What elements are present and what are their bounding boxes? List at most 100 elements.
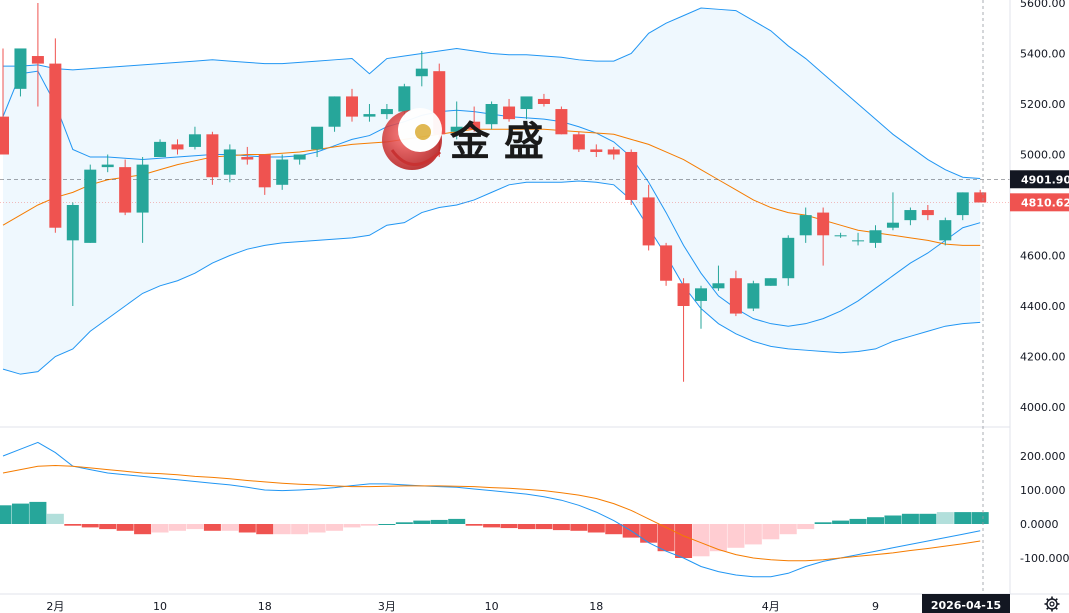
candle-body bbox=[66, 205, 79, 241]
candle[interactable] bbox=[607, 146, 620, 160]
candle[interactable] bbox=[537, 93, 550, 107]
macd-histogram-bar bbox=[971, 512, 989, 524]
candle[interactable] bbox=[346, 88, 358, 122]
candle[interactable] bbox=[119, 159, 132, 216]
macd-histogram-bar bbox=[587, 524, 605, 533]
candle-body bbox=[572, 134, 585, 150]
candle[interactable] bbox=[241, 146, 254, 165]
candle[interactable] bbox=[415, 50, 428, 87]
macd-histogram-bar bbox=[448, 518, 466, 524]
candle-body bbox=[328, 96, 341, 127]
candle-body bbox=[171, 144, 184, 150]
candle[interactable] bbox=[171, 139, 184, 155]
candle[interactable] bbox=[974, 189, 987, 203]
macd-histogram-bar bbox=[238, 524, 256, 533]
candle[interactable] bbox=[869, 225, 882, 248]
macd-histogram-bar bbox=[901, 513, 919, 524]
candle-body bbox=[241, 157, 254, 160]
price-tick-label: 4400.00 bbox=[1020, 300, 1066, 313]
candle[interactable] bbox=[136, 157, 149, 243]
candle[interactable] bbox=[799, 207, 812, 243]
candle[interactable] bbox=[852, 232, 865, 246]
candle[interactable] bbox=[14, 48, 27, 97]
macd-histogram-bar bbox=[779, 524, 797, 535]
candle[interactable] bbox=[311, 126, 324, 158]
candle[interactable] bbox=[223, 144, 236, 183]
candle[interactable] bbox=[154, 139, 167, 158]
candle[interactable] bbox=[625, 149, 638, 205]
macd-histogram-bar bbox=[151, 524, 169, 533]
candle-body bbox=[49, 63, 62, 228]
candle[interactable] bbox=[747, 280, 760, 312]
price-tick-label: 4200.00 bbox=[1020, 351, 1066, 364]
candle[interactable] bbox=[886, 192, 899, 231]
price-tick-label: 5200.00 bbox=[1020, 98, 1066, 111]
price-badge-label: 4901.90 bbox=[1021, 173, 1069, 186]
candle[interactable] bbox=[84, 164, 97, 243]
macd-tick-label: 0.0000 bbox=[1020, 518, 1059, 531]
candle[interactable] bbox=[555, 106, 568, 135]
price-tick-label: 5000.00 bbox=[1020, 149, 1066, 162]
candle[interactable] bbox=[258, 154, 271, 195]
candle[interactable] bbox=[328, 96, 341, 132]
candle[interactable] bbox=[677, 278, 690, 382]
candle[interactable] bbox=[817, 207, 830, 266]
candle-body bbox=[729, 278, 742, 314]
macd-histogram-bar bbox=[936, 512, 954, 524]
candle[interactable] bbox=[293, 154, 306, 165]
price-badge-label: 4810.62 bbox=[1021, 196, 1069, 209]
macd-line bbox=[2, 441, 981, 578]
macd-histogram-bar bbox=[500, 524, 518, 529]
candle-body bbox=[869, 230, 882, 243]
candle-body bbox=[468, 121, 481, 130]
candle[interactable] bbox=[834, 232, 847, 238]
candle[interactable] bbox=[520, 96, 533, 120]
candle[interactable] bbox=[660, 242, 673, 286]
price-tick-label: 5600.00 bbox=[1020, 0, 1066, 10]
candle[interactable] bbox=[572, 131, 585, 152]
candle[interactable] bbox=[66, 202, 79, 306]
candle[interactable] bbox=[101, 154, 114, 173]
macd-histogram-bar bbox=[483, 524, 501, 528]
macd-histogram-bar bbox=[884, 515, 902, 524]
candle[interactable] bbox=[206, 131, 219, 185]
gear-icon[interactable] bbox=[1044, 596, 1060, 612]
candle[interactable] bbox=[695, 285, 707, 329]
candle[interactable] bbox=[188, 126, 201, 150]
candle[interactable] bbox=[590, 144, 603, 158]
candle[interactable] bbox=[956, 192, 969, 221]
candle[interactable] bbox=[49, 38, 62, 233]
candle[interactable] bbox=[939, 217, 952, 246]
candle[interactable] bbox=[363, 104, 376, 122]
candle[interactable] bbox=[782, 235, 795, 286]
candle[interactable] bbox=[450, 101, 463, 140]
candle[interactable] bbox=[503, 98, 516, 122]
macd-pane[interactable] bbox=[0, 441, 989, 578]
candle[interactable] bbox=[921, 205, 934, 221]
candle-body bbox=[712, 283, 725, 289]
candle[interactable] bbox=[729, 270, 742, 317]
candle[interactable] bbox=[468, 106, 481, 132]
candle[interactable] bbox=[276, 154, 289, 190]
macd-histogram-bar bbox=[692, 524, 710, 557]
macd-histogram-bar bbox=[849, 518, 867, 524]
date-badge-label: 2026-04-15 bbox=[931, 599, 1001, 612]
macd-histogram-bar bbox=[360, 524, 378, 526]
candle[interactable] bbox=[31, 3, 44, 107]
last-price-badge bbox=[1010, 193, 1069, 212]
candle[interactable] bbox=[642, 184, 655, 251]
candle-body bbox=[921, 210, 934, 216]
candle[interactable] bbox=[764, 278, 777, 286]
candle-body bbox=[904, 210, 917, 221]
candle[interactable] bbox=[380, 104, 393, 120]
candle[interactable] bbox=[0, 48, 9, 155]
candle[interactable] bbox=[485, 101, 498, 130]
candle[interactable] bbox=[712, 265, 725, 291]
candle-body bbox=[119, 167, 132, 213]
macd-histogram-bar bbox=[11, 503, 29, 524]
candle[interactable] bbox=[904, 207, 917, 226]
